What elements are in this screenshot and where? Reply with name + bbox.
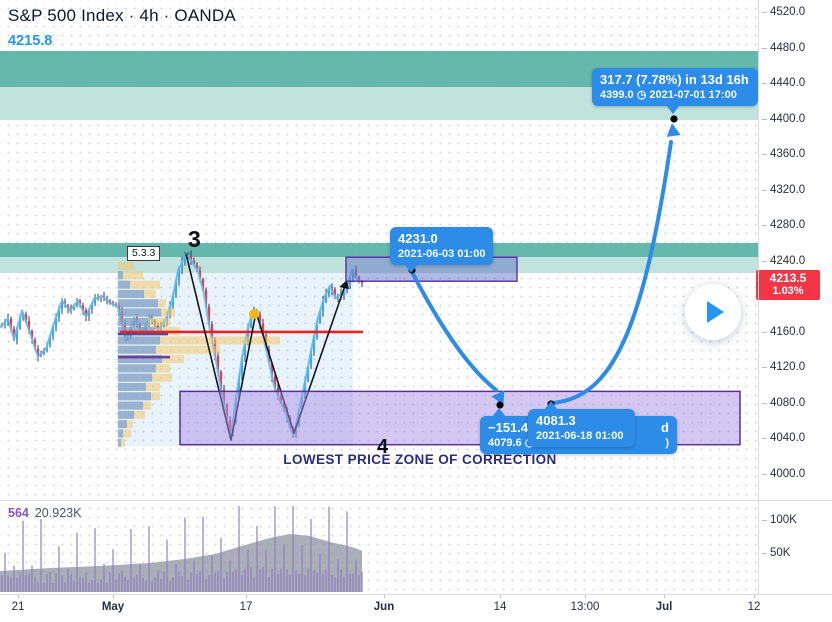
price-tick-label: 4160.0 bbox=[770, 325, 806, 338]
last-price-change: 1.03% bbox=[772, 285, 804, 298]
red-price-ray bbox=[120, 330, 363, 334]
volume-tick bbox=[762, 553, 767, 554]
anchor-dot bbox=[496, 401, 504, 409]
wave-label-3[interactable]: 3 bbox=[188, 226, 201, 252]
swing-marker bbox=[249, 309, 259, 319]
volume-legend: 564 20.923K bbox=[8, 506, 81, 520]
indicator-value: 4215.8 bbox=[8, 33, 53, 49]
price-tick-label: 4520.0 bbox=[770, 6, 806, 18]
projection-arrowhead-2 bbox=[666, 123, 681, 137]
volume-canvas bbox=[0, 506, 363, 592]
volume-total: 20.923K bbox=[34, 506, 82, 520]
time-tick bbox=[18, 594, 19, 598]
price-tick-label: 4240.0 bbox=[770, 254, 806, 267]
time-tick bbox=[585, 594, 586, 598]
price-tick-label: 4000.0 bbox=[770, 468, 806, 480]
callout-pointer bbox=[544, 401, 558, 410]
volume-tick-label: 100K bbox=[770, 514, 797, 526]
price-tick-label: 4120.0 bbox=[770, 361, 806, 374]
price-tick bbox=[762, 474, 767, 475]
price-tick bbox=[762, 260, 767, 262]
time-tick-label: 14 bbox=[493, 601, 507, 613]
time-tick-label: 17 bbox=[239, 601, 253, 613]
time-tick bbox=[384, 594, 385, 598]
volume-pane[interactable]: 564 20.923K bbox=[0, 500, 758, 594]
price-tick bbox=[762, 225, 767, 227]
callout-top-anchor[interactable]: 4231.0 2021-06-03 01:00 bbox=[390, 227, 494, 273]
projection-arrow-1 bbox=[410, 270, 498, 392]
price-tick bbox=[762, 118, 767, 120]
time-tick-label: Jul bbox=[655, 601, 673, 613]
time-tick bbox=[500, 594, 501, 598]
last-price-tag: 4213.5 1.03% bbox=[756, 270, 820, 301]
price-tick-label: 4040.0 bbox=[770, 432, 806, 445]
correction-zone-caption[interactable]: LOWEST PRICE ZONE OF CORRECTION bbox=[283, 451, 557, 467]
supply-zone-middle-dark[interactable] bbox=[0, 243, 758, 258]
play-button[interactable] bbox=[685, 284, 741, 340]
price-ma-line bbox=[0, 252, 361, 439]
price-tick bbox=[762, 12, 767, 13]
time-scale[interactable]: 21 May 17 Jun 14 13:00 Jul 12 bbox=[0, 594, 832, 622]
callout-target[interactable]: 317.7 (7.78%) in 13d 16h 4399.0 ◷ 2021-07… bbox=[592, 68, 758, 114]
volume-value: 564 bbox=[8, 506, 29, 520]
price-tick bbox=[762, 83, 767, 85]
price-tick-label: 4320.0 bbox=[770, 183, 806, 196]
callout-bottom-anchor[interactable]: 4081.3 2021-06-18 01:00 bbox=[528, 401, 635, 447]
chart-legend: S&P 500 Index · 4h · OANDA 4215.8 bbox=[8, 6, 236, 49]
volume-bars bbox=[1, 506, 363, 592]
callout-pointer bbox=[404, 264, 418, 273]
play-icon bbox=[707, 301, 724, 323]
price-tick-label: 4280.0 bbox=[770, 219, 806, 232]
price-scale[interactable]: 4213.5 1.03% 4520.0 4480.0 4440.0 4400.0 436… bbox=[756, 0, 832, 594]
price-tick bbox=[762, 402, 767, 404]
price-tick bbox=[762, 189, 767, 191]
projection-arrow-2 bbox=[551, 140, 673, 405]
time-tick bbox=[754, 594, 755, 598]
time-tick bbox=[246, 594, 247, 598]
wave-degree-label[interactable]: 5.3.3 bbox=[127, 246, 161, 261]
wave-label-4[interactable]: 4 bbox=[377, 436, 389, 458]
price-tick bbox=[762, 154, 767, 156]
price-tick-label: 4440.0 bbox=[770, 77, 806, 90]
time-tick-label: Jun bbox=[373, 601, 395, 613]
price-tick bbox=[762, 367, 767, 369]
price-tick-label: 4480.0 bbox=[770, 41, 806, 54]
time-tick bbox=[664, 594, 665, 598]
volume-tick bbox=[762, 520, 767, 521]
time-tick-label: 21 bbox=[11, 601, 25, 613]
pane-separator[interactable] bbox=[0, 500, 832, 501]
callout-pointer bbox=[492, 408, 506, 417]
time-tick-label: 12 bbox=[747, 601, 761, 613]
price-tick bbox=[762, 47, 767, 49]
price-tick-label: 4400.0 bbox=[770, 112, 806, 125]
zigzag-arrowhead bbox=[339, 279, 350, 290]
time-tick bbox=[113, 594, 114, 598]
callout-pointer bbox=[666, 105, 680, 114]
time-tick-label: May bbox=[101, 601, 125, 613]
volume-profile bbox=[118, 262, 280, 447]
price-tick bbox=[762, 331, 767, 333]
chart-title[interactable]: S&P 500 Index · 4h · OANDA bbox=[8, 6, 236, 25]
price-tick-label: 4360.0 bbox=[770, 148, 806, 161]
price-tick-label: 4080.0 bbox=[770, 396, 806, 409]
volume-tick-label: 50K bbox=[770, 547, 791, 559]
time-tick-label: 13:00 bbox=[570, 601, 600, 613]
last-price-value: 4213.5 bbox=[769, 271, 807, 286]
price-pane[interactable]: S&P 500 Index · 4h · OANDA 4215.8 5.3.3 … bbox=[0, 0, 758, 500]
axis-separator bbox=[0, 594, 832, 595]
price-tick bbox=[762, 438, 767, 440]
scale-separator bbox=[758, 0, 759, 594]
anchor-dot bbox=[670, 115, 678, 123]
